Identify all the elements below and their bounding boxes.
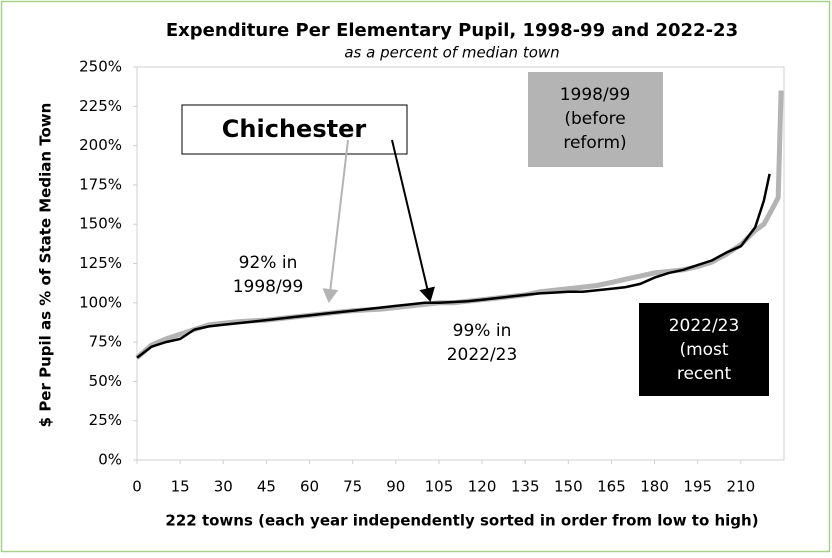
chart-subtitle: as a percent of median town	[344, 44, 559, 62]
legend-box-gray	[528, 72, 663, 167]
y-tick-label: 150%	[79, 215, 122, 233]
x-tick-label: 120	[468, 478, 497, 496]
x-tick-label: 135	[511, 478, 540, 496]
x-tick-label: 165	[597, 478, 626, 496]
x-axis-title: 222 towns (each year independently sorte…	[165, 512, 758, 530]
note-bg	[420, 315, 545, 375]
annotation: 99% in	[453, 321, 512, 341]
annotation: recent	[677, 364, 732, 384]
chart-title: Expenditure Per Elementary Pupil, 1998-9…	[166, 20, 738, 41]
note-bg	[218, 245, 318, 305]
x-tick-label: 180	[640, 478, 669, 496]
x-tick-label: 150	[554, 478, 583, 496]
x-tick-label: 30	[214, 478, 233, 496]
y-axis-title: $ Per Pupil as % of State Median Town	[37, 103, 55, 428]
y-tick-label: 125%	[79, 254, 122, 272]
y-tick-label: 100%	[79, 293, 122, 311]
legend-box-black	[639, 303, 769, 396]
annotation: (before	[564, 109, 625, 129]
x-tick-label: 195	[683, 478, 712, 496]
annotation: 1998/99	[233, 277, 304, 297]
annotation: (most	[679, 340, 728, 360]
annotation: Chichester	[222, 115, 367, 143]
y-tick-label: 200%	[79, 136, 122, 154]
y-tick-label: 50%	[89, 372, 122, 390]
arrow	[391, 139, 436, 302]
annotation: reform)	[563, 133, 626, 153]
y-tick-label: 250%	[79, 58, 122, 76]
x-tick-label: 45	[257, 478, 276, 496]
label-box	[181, 104, 408, 155]
x-tick-label: 75	[343, 478, 362, 496]
y-tick-label: 175%	[79, 175, 122, 193]
y-tick-label: 0%	[98, 451, 122, 469]
annotation: 1998/99	[560, 85, 631, 105]
x-tick-label: 0	[132, 478, 142, 496]
x-tick-label: 60	[300, 478, 319, 496]
x-tick-label: 105	[425, 478, 454, 496]
annotation: 2022/23	[669, 316, 740, 336]
x-tick-label: 15	[171, 478, 190, 496]
y-tick-label: 75%	[89, 333, 122, 351]
y-tick-label: 25%	[89, 411, 122, 429]
series-line	[136, 173, 771, 359]
arrow	[322, 139, 349, 303]
x-tick-label: 90	[386, 478, 405, 496]
annotation: 92% in	[239, 253, 298, 273]
x-tick-label: 210	[727, 478, 756, 496]
annotation: 2022/23	[447, 345, 518, 365]
y-tick-label: 225%	[79, 97, 122, 115]
